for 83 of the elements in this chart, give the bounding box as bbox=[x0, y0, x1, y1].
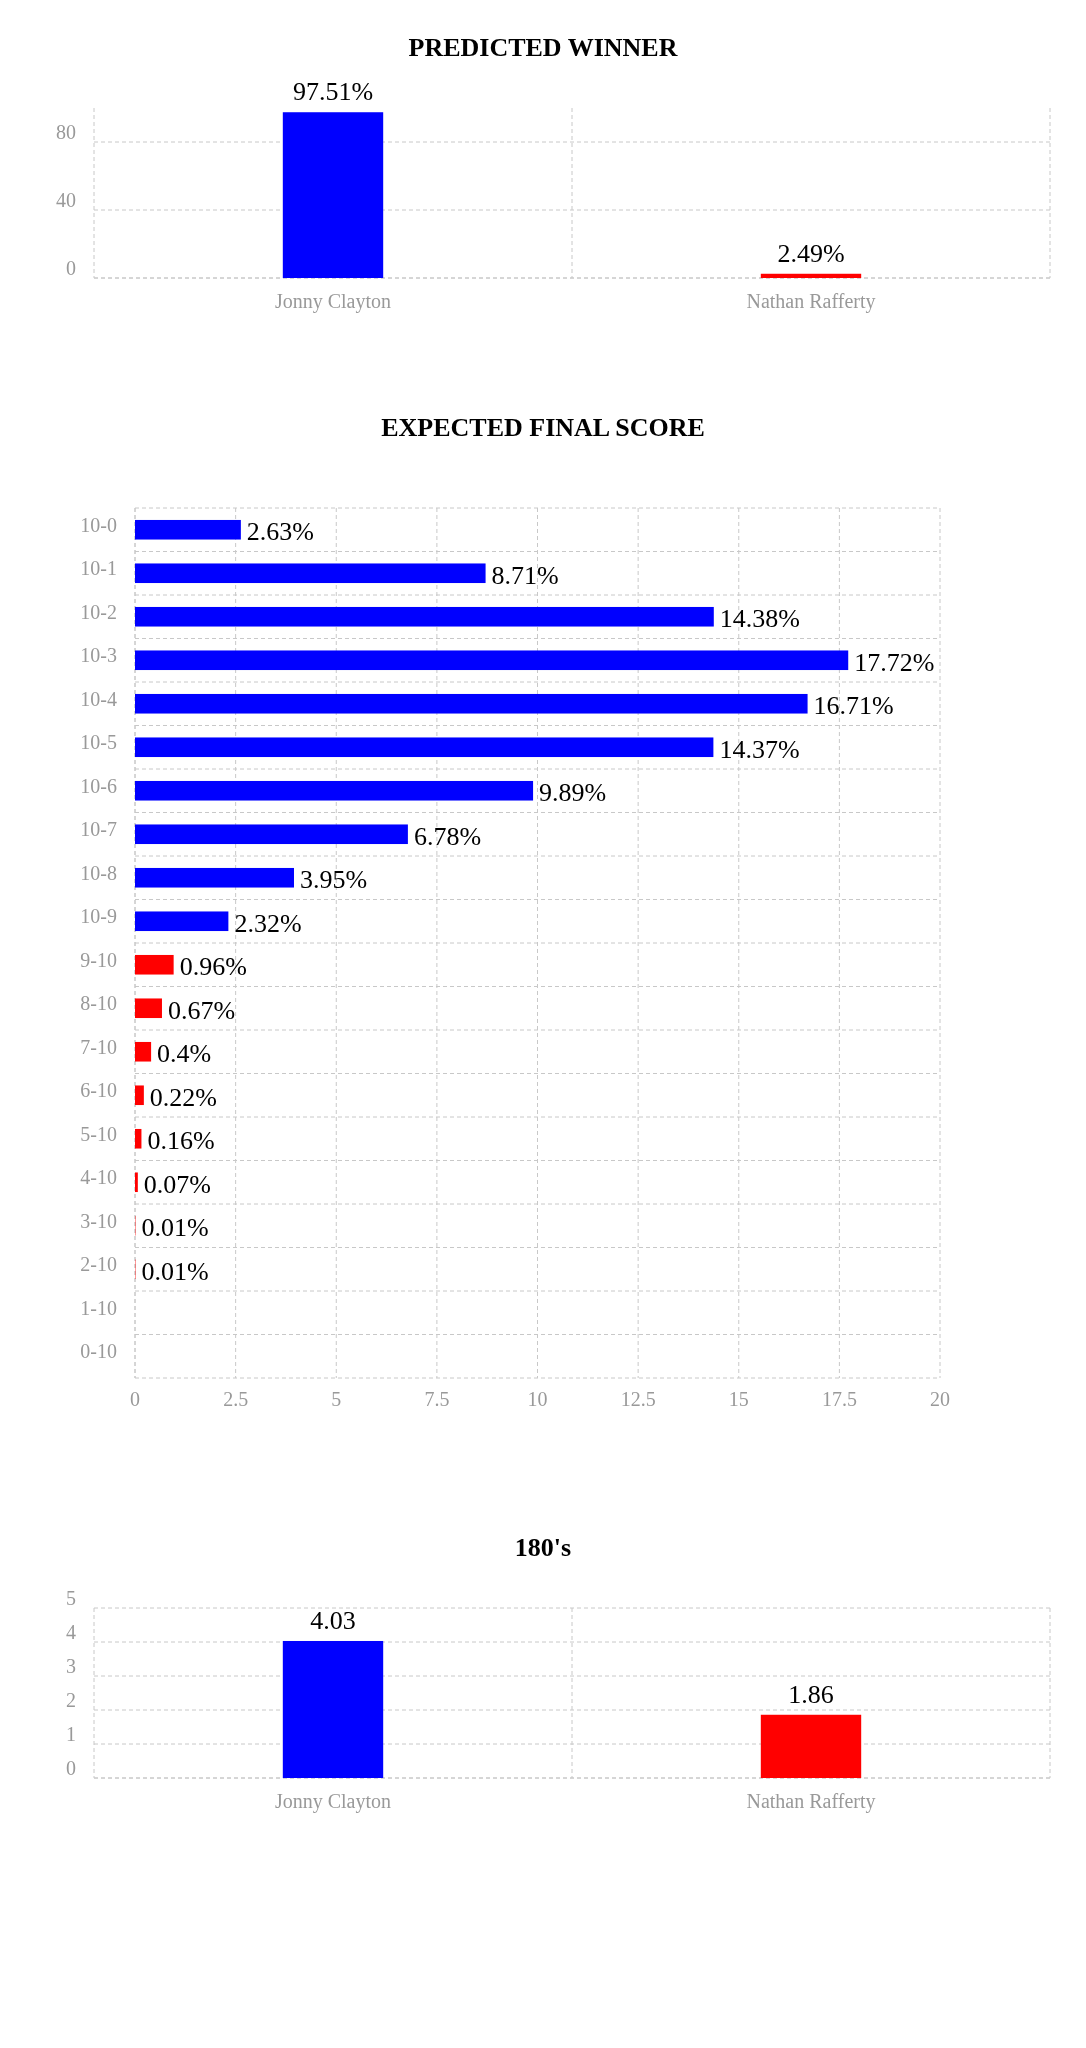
y-tick-label: 7-10 bbox=[80, 1035, 117, 1058]
data-label: 97.51% bbox=[292, 77, 374, 107]
y-tick-label: 1-10 bbox=[80, 1296, 117, 1319]
bar bbox=[135, 606, 714, 627]
bar bbox=[135, 824, 408, 845]
y-tick-label: 10-7 bbox=[80, 818, 117, 841]
data-label: 8.71% bbox=[491, 560, 559, 590]
x-tick-label: 2.5 bbox=[223, 1388, 249, 1410]
data-label: 16.71% bbox=[813, 691, 894, 721]
y-tick-label: 6-10 bbox=[80, 1079, 117, 1102]
x-tick-label: 20 bbox=[930, 1388, 950, 1410]
data-label: 6.78% bbox=[413, 821, 482, 851]
data-label: 9.89% bbox=[539, 778, 607, 808]
data-label: 0.96% bbox=[179, 952, 247, 982]
y-tick-label: 10-4 bbox=[80, 687, 117, 710]
x-tick-label: Nathan Rafferty bbox=[746, 1790, 876, 1813]
y-tick-label: 10-6 bbox=[80, 774, 117, 797]
data-label: 4.03 bbox=[310, 1605, 356, 1635]
bar bbox=[135, 780, 534, 801]
data-label: 0.07% bbox=[143, 1169, 211, 1199]
y-tick-label: 10-2 bbox=[80, 600, 117, 623]
y-tick-label: 2 bbox=[66, 1689, 76, 1711]
x-tick-label: Jonny Clayton bbox=[274, 1790, 392, 1813]
y-tick-label: 0-10 bbox=[80, 1340, 117, 1363]
bar bbox=[135, 1085, 144, 1106]
data-label: 2.49% bbox=[777, 238, 845, 268]
x-tick-label: Nathan Rafferty bbox=[746, 290, 876, 313]
x-tick-label: 15 bbox=[728, 1388, 749, 1410]
bar bbox=[135, 519, 241, 540]
bar bbox=[135, 1041, 152, 1062]
x-tick-label: 0 bbox=[130, 1388, 140, 1410]
y-tick-label: 5 bbox=[66, 1587, 76, 1609]
bar bbox=[135, 1128, 142, 1149]
data-label: 0.01% bbox=[141, 1256, 209, 1286]
data-label: 3.95% bbox=[299, 865, 368, 895]
x-tick-label: 5 bbox=[331, 1388, 342, 1410]
y-tick-label: 10-5 bbox=[80, 731, 117, 754]
bar bbox=[135, 693, 808, 714]
data-label: 17.72% bbox=[854, 647, 935, 677]
y-tick-label: 10-0 bbox=[80, 513, 117, 536]
x-tick-label: Jonny Clayton bbox=[274, 290, 392, 313]
y-tick-label: 9-10 bbox=[80, 948, 117, 971]
data-label: 0.22% bbox=[149, 1082, 218, 1112]
bar bbox=[135, 867, 294, 888]
data-label: 14.38% bbox=[719, 604, 800, 634]
x-tick-label: 17.5 bbox=[821, 1388, 857, 1410]
data-label: 0.67% bbox=[167, 995, 236, 1025]
y-tick-label: 8-10 bbox=[80, 992, 117, 1015]
bar bbox=[135, 998, 162, 1019]
y-tick-label: 10-8 bbox=[80, 861, 117, 884]
x-tick-label: 10 bbox=[527, 1388, 548, 1410]
y-tick-label: 1 bbox=[66, 1723, 76, 1745]
y-tick-label: 10-1 bbox=[80, 557, 117, 580]
data-label: 2.63% bbox=[246, 517, 315, 547]
bar bbox=[135, 911, 229, 932]
y-tick-label: 2-10 bbox=[80, 1253, 117, 1276]
chart-title: 180's bbox=[514, 1533, 572, 1562]
y-tick-label: 0 bbox=[66, 1757, 76, 1779]
x-tick-label: 12.5 bbox=[620, 1388, 656, 1410]
y-tick-label: 80 bbox=[56, 121, 76, 143]
bar bbox=[135, 650, 849, 671]
bar bbox=[135, 563, 486, 584]
y-tick-label: 40 bbox=[56, 189, 76, 211]
y-tick-label: 4 bbox=[66, 1621, 76, 1643]
y-tick-label: 5-10 bbox=[80, 1122, 117, 1145]
y-tick-label: 4-10 bbox=[80, 1166, 117, 1189]
data-label: 0.16% bbox=[147, 1126, 215, 1156]
y-tick-label: 0 bbox=[66, 257, 76, 279]
y-tick-label: 3 bbox=[66, 1655, 76, 1677]
chart-title: PREDICTED WINNER bbox=[408, 33, 678, 62]
x-tick-label: 7.5 bbox=[424, 1388, 450, 1410]
data-label: 1.86 bbox=[788, 1679, 834, 1709]
data-label: 0.01% bbox=[141, 1213, 209, 1243]
chart-title: EXPECTED FINAL SCORE bbox=[381, 413, 705, 442]
bar bbox=[135, 1172, 138, 1193]
data-label: 14.37% bbox=[719, 734, 800, 764]
bar bbox=[135, 954, 174, 975]
data-label: 0.4% bbox=[157, 1039, 212, 1069]
bar bbox=[135, 737, 714, 758]
y-tick-label: 10-9 bbox=[80, 905, 117, 928]
data-label: 2.32% bbox=[234, 908, 302, 938]
y-tick-label: 10-3 bbox=[80, 644, 117, 667]
y-tick-label: 3-10 bbox=[80, 1209, 117, 1232]
